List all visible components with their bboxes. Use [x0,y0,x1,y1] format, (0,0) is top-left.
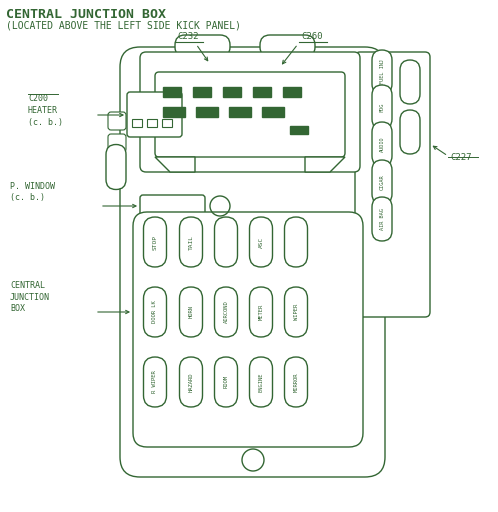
Bar [163,87,181,97]
Text: METER: METER [258,304,263,320]
Text: ASC: ASC [258,237,263,248]
FancyBboxPatch shape [106,144,126,189]
Text: C232: C232 [177,32,199,41]
Bar [283,87,301,97]
Bar [162,119,172,127]
Text: WIPER: WIPER [293,304,298,320]
Text: AIRCOND: AIRCOND [224,301,229,324]
Text: ENGINE: ENGINE [258,372,263,392]
FancyBboxPatch shape [127,92,182,137]
Text: DOOR LK: DOOR LK [152,301,157,324]
FancyBboxPatch shape [249,357,272,407]
Polygon shape [155,157,195,172]
FancyBboxPatch shape [155,72,345,157]
FancyBboxPatch shape [108,134,126,152]
FancyBboxPatch shape [284,217,307,267]
Text: TAIL: TAIL [189,234,194,249]
Text: HAZARD: HAZARD [189,372,194,392]
Text: FUEL INJ: FUEL INJ [379,59,384,84]
Bar [147,119,157,127]
Text: STOP: STOP [152,234,157,249]
Bar [229,107,251,117]
Bar [223,87,241,97]
Text: MIRROR: MIRROR [293,372,298,392]
FancyBboxPatch shape [355,52,430,317]
Text: CENTRAL
JUNCTION
BOX: CENTRAL JUNCTION BOX [10,281,50,313]
Text: (LOCATED ABOVE THE LEFT SIDE KICK PANEL): (LOCATED ABOVE THE LEFT SIDE KICK PANEL) [6,20,241,30]
Text: ROOM: ROOM [224,375,229,389]
FancyBboxPatch shape [372,197,392,241]
Polygon shape [305,157,345,172]
FancyBboxPatch shape [215,287,238,337]
FancyBboxPatch shape [179,287,203,337]
FancyBboxPatch shape [179,357,203,407]
FancyBboxPatch shape [140,52,360,172]
FancyBboxPatch shape [215,217,238,267]
FancyBboxPatch shape [400,60,420,104]
FancyBboxPatch shape [284,287,307,337]
Bar [290,126,308,134]
FancyBboxPatch shape [400,110,420,154]
Text: AUDIO: AUDIO [379,136,384,152]
FancyBboxPatch shape [260,35,315,57]
FancyBboxPatch shape [133,212,363,447]
Text: CIGAR: CIGAR [379,174,384,190]
FancyBboxPatch shape [143,357,166,407]
Text: R WIPER: R WIPER [152,371,157,393]
FancyBboxPatch shape [143,217,166,267]
FancyBboxPatch shape [372,122,392,166]
FancyBboxPatch shape [143,287,166,337]
FancyBboxPatch shape [179,217,203,267]
FancyBboxPatch shape [120,47,385,477]
Text: C260: C260 [301,32,323,41]
FancyBboxPatch shape [284,357,307,407]
FancyBboxPatch shape [140,195,205,217]
Bar [163,107,185,117]
Text: P. WINDOW
(c. b.): P. WINDOW (c. b.) [10,182,55,202]
Text: AIR BAG: AIR BAG [379,208,384,230]
FancyBboxPatch shape [249,287,272,337]
FancyBboxPatch shape [108,112,126,130]
FancyBboxPatch shape [175,35,230,57]
Text: FDG: FDG [379,102,384,112]
Bar [132,119,142,127]
Text: C200
HEATER
(c. b.): C200 HEATER (c. b.) [28,94,63,126]
Bar [262,107,284,117]
Text: CENTRAL JUNCTION BOX: CENTRAL JUNCTION BOX [6,8,166,21]
FancyBboxPatch shape [372,50,392,94]
FancyBboxPatch shape [372,160,392,204]
FancyBboxPatch shape [215,357,238,407]
Bar [253,87,271,97]
Text: HORN: HORN [189,306,194,318]
Text: C227: C227 [450,153,472,161]
Bar [193,87,211,97]
FancyBboxPatch shape [249,217,272,267]
Bar [196,107,218,117]
FancyBboxPatch shape [372,85,392,129]
